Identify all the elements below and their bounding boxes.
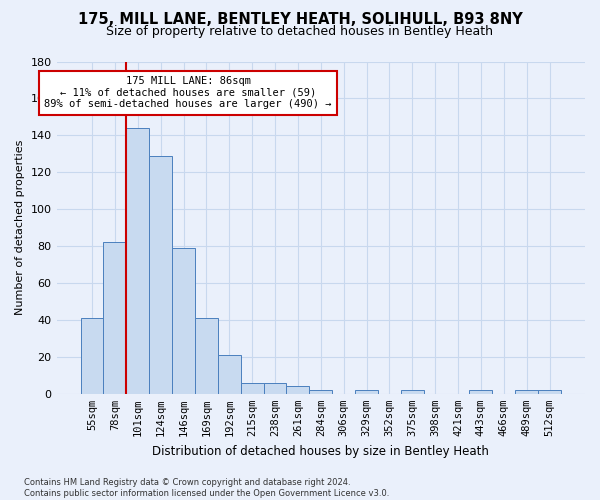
Text: Contains HM Land Registry data © Crown copyright and database right 2024.
Contai: Contains HM Land Registry data © Crown c…	[24, 478, 389, 498]
Text: 175, MILL LANE, BENTLEY HEATH, SOLIHULL, B93 8NY: 175, MILL LANE, BENTLEY HEATH, SOLIHULL,…	[77, 12, 523, 27]
Y-axis label: Number of detached properties: Number of detached properties	[15, 140, 25, 316]
Bar	[241, 382, 263, 394]
Bar	[469, 390, 493, 394]
Bar	[538, 390, 561, 394]
Bar	[195, 318, 218, 394]
X-axis label: Distribution of detached houses by size in Bentley Heath: Distribution of detached houses by size …	[152, 444, 489, 458]
Bar	[310, 390, 332, 394]
Bar	[172, 248, 195, 394]
Bar	[286, 386, 310, 394]
Bar	[401, 390, 424, 394]
Bar	[127, 128, 149, 394]
Bar	[218, 355, 241, 394]
Bar	[80, 318, 103, 394]
Bar	[355, 390, 378, 394]
Text: Size of property relative to detached houses in Bentley Heath: Size of property relative to detached ho…	[107, 25, 493, 38]
Bar	[515, 390, 538, 394]
Text: 175 MILL LANE: 86sqm
← 11% of detached houses are smaller (59)
89% of semi-detac: 175 MILL LANE: 86sqm ← 11% of detached h…	[44, 76, 332, 110]
Bar	[103, 242, 127, 394]
Bar	[263, 382, 286, 394]
Bar	[149, 156, 172, 394]
